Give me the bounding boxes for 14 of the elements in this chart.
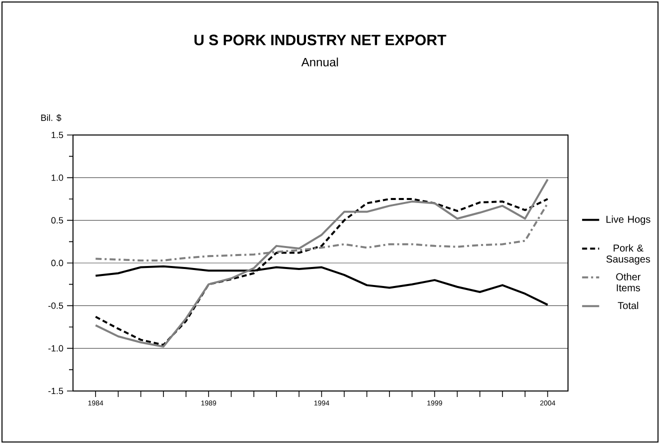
legend-label: Live Hogs: [606, 216, 650, 225]
y-tick-label: -1.0: [48, 345, 64, 352]
legend-label: Total: [618, 302, 638, 310]
y-axis-title: Bil. $: [41, 114, 62, 122]
y-tick-label: 0.0: [51, 260, 64, 266]
chart-title: U S PORK INDUSTRY NET EXPORT: [194, 34, 446, 46]
y-tick-label: 1.5: [52, 132, 64, 138]
y-tick-label: -0.5: [48, 302, 64, 309]
chart-subtitle: Annual: [301, 58, 338, 66]
y-tick-label: 0.5: [51, 217, 64, 224]
y-tick-label: -1.5: [48, 388, 64, 394]
y-tick-label: 1.0: [52, 174, 64, 181]
legend-label: Pork & Sausages: [606, 244, 650, 265]
legend-label: Other Items: [616, 273, 641, 292]
